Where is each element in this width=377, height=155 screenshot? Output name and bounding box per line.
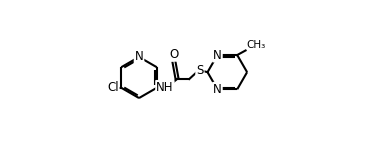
Text: N: N xyxy=(135,50,143,63)
Text: CH₃: CH₃ xyxy=(246,40,265,50)
Text: S: S xyxy=(196,64,204,77)
Text: Cl: Cl xyxy=(107,81,119,94)
Text: N: N xyxy=(213,49,222,62)
Text: NH: NH xyxy=(156,81,174,94)
Text: O: O xyxy=(169,48,179,61)
Text: N: N xyxy=(213,83,222,96)
